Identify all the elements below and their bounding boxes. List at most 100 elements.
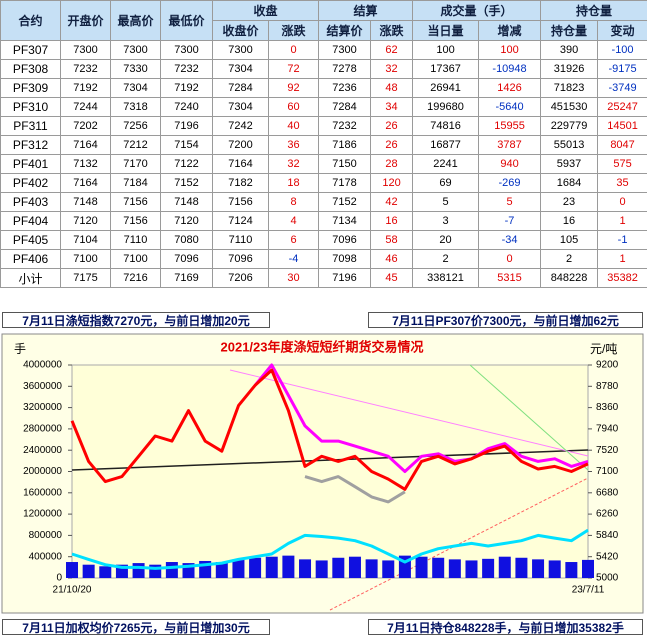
note: 7月11日PF307价7300元，与前日增加62元 xyxy=(368,312,643,328)
value-cell: 1426 xyxy=(478,78,542,98)
y2-tick-label: 6260 xyxy=(596,509,619,520)
value-cell: 17367 xyxy=(412,59,480,79)
row-label: 小计 xyxy=(0,268,61,288)
value-cell: 46 xyxy=(370,249,414,269)
row-label: PF402 xyxy=(0,173,61,193)
header-cell: 持仓量 xyxy=(540,20,599,41)
y2-tick-label: 8360 xyxy=(596,402,619,413)
value-cell: 7304 xyxy=(110,78,161,98)
bar xyxy=(315,560,328,578)
bar xyxy=(382,560,395,578)
x-tick-label: 23/7/11 xyxy=(572,585,605,596)
value-cell: 7100 xyxy=(110,249,161,269)
value-cell: 74816 xyxy=(412,116,480,136)
bar xyxy=(332,557,345,578)
value-cell: 7170 xyxy=(110,154,161,174)
y2-tick-label: 5420 xyxy=(596,551,619,562)
row-label: PF307 xyxy=(0,40,61,60)
value-cell: 6 xyxy=(267,230,320,250)
value-cell: -10948 xyxy=(478,59,542,79)
value-cell: 34 xyxy=(370,97,414,117)
value-cell: 7184 xyxy=(110,173,161,193)
value-cell: 7098 xyxy=(318,249,372,269)
value-cell: 7156 xyxy=(110,192,161,212)
value-cell: 7110 xyxy=(212,230,269,250)
bar xyxy=(582,559,594,578)
value-cell: 14501 xyxy=(597,116,647,136)
value-cell: 32 xyxy=(370,59,414,79)
bar xyxy=(348,556,361,578)
value-cell: 7148 xyxy=(160,192,213,212)
value-cell: 31926 xyxy=(540,59,599,79)
row-label: PF403 xyxy=(0,192,61,212)
value-cell: 7300 xyxy=(60,40,111,60)
value-cell: 35382 xyxy=(597,268,647,288)
value-cell: 229779 xyxy=(540,116,599,136)
value-cell: 7318 xyxy=(110,97,161,117)
value-cell: 15955 xyxy=(478,116,542,136)
y-axis-label: 手 xyxy=(14,342,26,356)
trend-line xyxy=(229,369,589,457)
header-cell: 涨跌 xyxy=(370,20,414,41)
header-cell: 收盘 xyxy=(211,0,320,21)
header-cell: 合约 xyxy=(0,0,61,41)
bar xyxy=(515,557,528,578)
bar xyxy=(565,562,578,578)
value-cell: 26 xyxy=(370,116,414,136)
value-cell: 7216 xyxy=(110,268,161,288)
value-cell: 7152 xyxy=(160,173,213,193)
value-cell: 45 xyxy=(370,268,414,288)
value-cell: 7124 xyxy=(212,211,269,231)
value-cell: 7110 xyxy=(110,230,161,250)
y-tick-label: 4000000 xyxy=(23,360,62,371)
value-cell: 71823 xyxy=(540,78,599,98)
value-cell: 100 xyxy=(478,40,542,60)
y2-tick-label: 6680 xyxy=(596,487,619,498)
bar xyxy=(465,560,478,578)
value-cell: 7096 xyxy=(160,249,213,269)
value-cell: 7304 xyxy=(212,59,269,79)
value-cell: 3787 xyxy=(478,135,542,155)
value-cell: 1 xyxy=(597,211,647,231)
value-cell: 7186 xyxy=(318,135,372,155)
bar xyxy=(99,566,112,578)
value-cell: 92 xyxy=(267,78,320,98)
value-cell: 7156 xyxy=(212,192,269,212)
value-cell: 16877 xyxy=(412,135,480,155)
value-cell: 1684 xyxy=(540,173,599,193)
value-cell: 7152 xyxy=(318,192,372,212)
value-cell: 35 xyxy=(597,173,647,193)
row-label: PF401 xyxy=(0,154,61,174)
value-cell: 20 xyxy=(412,230,480,250)
value-cell: 2 xyxy=(540,249,599,269)
value-cell: 30 xyxy=(267,268,320,288)
value-cell: 7232 xyxy=(60,59,111,79)
value-cell: 7200 xyxy=(212,135,269,155)
value-cell: 7096 xyxy=(318,230,372,250)
trend-line xyxy=(469,364,589,471)
bar xyxy=(82,564,95,578)
value-cell: 7244 xyxy=(60,97,111,117)
value-cell: 7164 xyxy=(60,135,111,155)
y2-axis-label: 元/吨 xyxy=(590,342,617,356)
value-cell: 848228 xyxy=(540,268,599,288)
value-cell: 7192 xyxy=(60,78,111,98)
row-label: PF311 xyxy=(0,116,61,136)
value-cell: 7212 xyxy=(110,135,161,155)
value-cell: -100 xyxy=(597,40,647,60)
y2-tick-label: 7940 xyxy=(596,424,619,435)
value-cell: 7300 xyxy=(318,40,372,60)
value-cell: -5640 xyxy=(478,97,542,117)
value-cell: 7104 xyxy=(60,230,111,250)
header-cell: 变动 xyxy=(597,20,647,41)
y-tick-label: 1600000 xyxy=(23,487,62,498)
value-cell: 7232 xyxy=(160,59,213,79)
plot-area xyxy=(71,364,589,579)
value-cell: 5315 xyxy=(478,268,542,288)
bar xyxy=(232,559,245,578)
bar xyxy=(265,556,278,578)
value-cell: 42 xyxy=(370,192,414,212)
x-tick-label: 21/10/20 xyxy=(53,585,92,596)
value-cell: 199680 xyxy=(412,97,480,117)
